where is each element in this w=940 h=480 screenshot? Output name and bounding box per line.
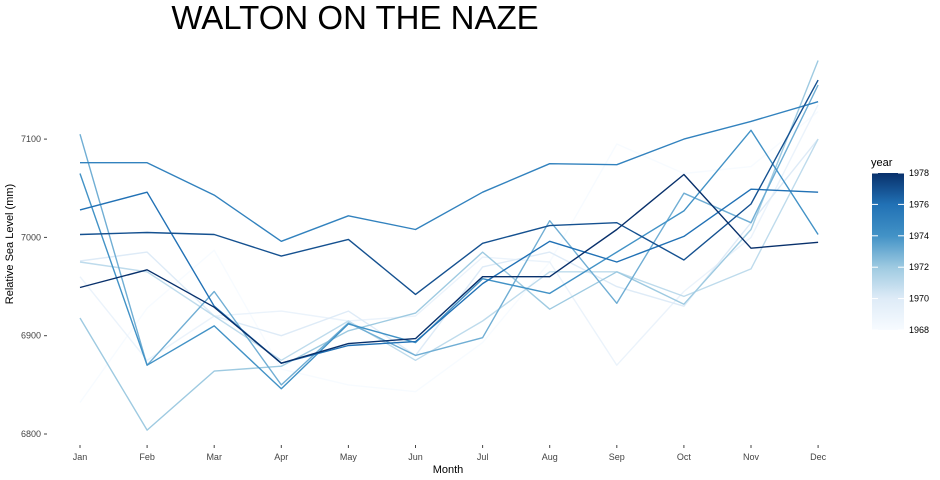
legend-tick-label: 1974: [909, 231, 929, 241]
chart-title: WALTON ON THE NAZE: [171, 0, 538, 36]
y-axis: 6800 6900 7000 7100: [21, 134, 47, 439]
legend: year 1968 1970 1972 1974 1976 1978: [871, 157, 929, 335]
legend-tick-label: 1976: [909, 199, 929, 209]
y-tick-label: 6900: [21, 331, 41, 341]
x-tick-label: Nov: [743, 452, 760, 462]
legend-tick-label: 1972: [909, 262, 929, 272]
x-axis: Jan Feb Mar Apr May Jun Jul Aug Sep Oct Nov Dec: [73, 445, 827, 462]
x-tick-label: Feb: [139, 452, 155, 462]
y-tick-label: 7100: [21, 134, 41, 144]
x-tick-label: Oct: [677, 452, 692, 462]
series-line-1972: [79, 60, 819, 431]
legend-tick-label: 1978: [909, 168, 929, 178]
x-tick-label: Jan: [73, 452, 88, 462]
x-tick-label: May: [340, 452, 358, 462]
x-tick-label: Mar: [206, 452, 222, 462]
y-tick-label: 7000: [21, 232, 41, 242]
series-line-1975: [80, 101, 819, 243]
series-line-1968: [79, 111, 819, 403]
x-tick-label: Jul: [477, 452, 489, 462]
legend-tick-label: 1968: [909, 325, 929, 335]
x-axis-title: Month: [433, 464, 464, 476]
legend-ticks: 1968 1970 1972 1974 1976 1978: [872, 168, 929, 335]
y-tick-label: 6800: [21, 429, 41, 439]
series-line-1974: [79, 129, 819, 390]
x-tick-label: Aug: [542, 452, 558, 462]
series-line-1978: [79, 173, 819, 364]
y-axis-title: Relative Sea Level (mm): [4, 184, 16, 304]
series-line-1971: [79, 138, 819, 361]
x-tick-label: Jun: [408, 452, 423, 462]
series-lines: [79, 60, 819, 431]
series-line-1976: [79, 188, 819, 364]
x-tick-label: Dec: [810, 452, 827, 462]
legend-tick-label: 1970: [909, 294, 929, 304]
series-line-1977: [79, 79, 819, 296]
legend-title: year: [871, 157, 893, 169]
legend-colorbar: [872, 173, 904, 330]
x-tick-label: Apr: [274, 452, 288, 462]
series-line-1969: [79, 104, 819, 366]
x-tick-label: Sep: [609, 452, 625, 462]
